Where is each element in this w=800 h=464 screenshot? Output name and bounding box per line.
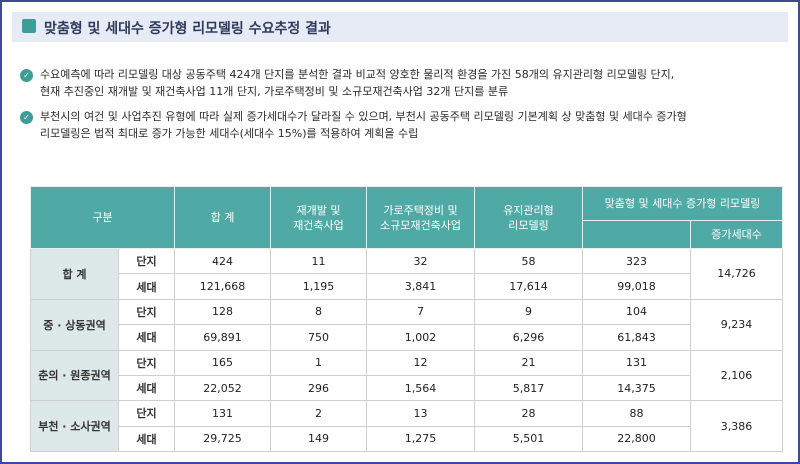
value-cell: 149: [270, 425, 367, 453]
increase-cell: 2,106: [689, 349, 784, 402]
bullet-item: ✓ 수요예측에 따라 리모델링 대상 공동주택 424개 단지를 분석한 결과 …: [20, 66, 786, 100]
value-cell: 13: [366, 400, 475, 427]
table-row: 춘의 · 원종권역 단지 165 1 12 21 131 2,106: [30, 349, 784, 402]
increase-cell: 9,234: [689, 298, 784, 351]
value-cell: 88: [582, 400, 691, 427]
value-cell: 22,800: [582, 425, 691, 453]
bullet-list: ✓ 수요예측에 따라 리모델링 대상 공동주택 424개 단지를 분석한 결과 …: [20, 66, 786, 150]
value-cell: 296: [270, 374, 367, 402]
header-custom: 맞춤형 및 세대수 증가형 리모델링: [581, 186, 784, 221]
value-cell: 424: [174, 247, 271, 275]
value-cell: 323: [582, 247, 691, 275]
value-cell: 32: [366, 247, 475, 275]
value-cell: 131: [174, 400, 271, 427]
header-redev: 재개발 및 재건축사업: [270, 186, 367, 249]
value-cell: 128: [174, 298, 271, 326]
region-cell: 춘의 · 원종권역: [30, 349, 119, 402]
region-cell: 부천 · 소사권역: [30, 400, 119, 452]
value-cell: 1,195: [270, 273, 367, 300]
type-cell: 세대: [118, 324, 175, 351]
value-cell: 1: [270, 349, 367, 376]
header-blank: [582, 220, 691, 249]
type-cell: 단지: [118, 349, 175, 376]
table-row: 부천 · 소사권역 단지 131 2 13 28 88 3,386: [30, 400, 784, 452]
page-title: 맞춤형 및 세대수 증가형 리모델링 수요추정 결과: [44, 21, 331, 37]
value-cell: 61,843: [582, 324, 691, 351]
table-row: 세대 22,052 296 1,564 5,817 14,375: [31, 374, 783, 402]
value-cell: 28: [474, 400, 583, 427]
value-cell: 1,275: [366, 425, 475, 453]
bullet-text-line: 부천시의 여건 및 사업추진 유형에 따라 실제 증가세대수가 달라질 수 있으…: [40, 110, 687, 123]
value-cell: 21: [474, 349, 583, 376]
table-row: 세대 69,891 750 1,002 6,296 61,843: [31, 324, 783, 351]
table-row: 합 계 단지 424 11 32 58 323 14,726: [30, 247, 784, 300]
value-cell: 14,375: [582, 374, 691, 402]
value-cell: 12: [366, 349, 475, 376]
type-cell: 세대: [118, 425, 175, 453]
increase-cell: 14,726: [689, 248, 784, 300]
title-bar: 맞춤형 및 세대수 증가형 리모델링 수요추정 결과: [12, 12, 788, 42]
value-cell: 1,564: [366, 374, 475, 402]
type-cell: 단지: [118, 298, 175, 326]
bullet-text-line: 현재 추진중인 재개발 및 재건축사업 11개 단지, 가로주택정비 및 소규모…: [40, 85, 509, 98]
table-row: 중 · 상동권역 단지 128 8 7 9 104 9,234: [30, 298, 784, 351]
value-cell: 58: [474, 247, 583, 275]
header-total: 합 계: [174, 186, 271, 249]
table-row: 세대 121,668 1,195 3,841 17,614 99,018: [31, 273, 783, 300]
value-cell: 1,002: [366, 324, 475, 351]
value-cell: 165: [174, 349, 271, 376]
region-cell: 합 계: [30, 248, 119, 300]
type-cell: 단지: [118, 400, 175, 427]
value-cell: 131: [582, 349, 691, 376]
value-cell: 7: [366, 298, 475, 326]
bullet-text-line: 수요예측에 따라 리모델링 대상 공동주택 424개 단지를 분석한 결과 비교…: [40, 68, 675, 81]
value-cell: 104: [582, 298, 691, 326]
value-cell: 750: [270, 324, 367, 351]
check-circle-icon: ✓: [20, 111, 33, 124]
value-cell: 69,891: [174, 324, 271, 351]
demand-table: 구분 합 계 재개발 및 재건축사업 가로주택정비 및 소규모재건축사업 유지관…: [30, 186, 784, 453]
check-circle-icon: ✓: [20, 69, 33, 82]
value-cell: 17,614: [474, 273, 583, 300]
table-row: 세대 29,725 149 1,275 5,501 22,800: [31, 425, 783, 453]
type-cell: 세대: [118, 374, 175, 402]
increase-cell: 3,386: [689, 400, 784, 452]
value-cell: 29,725: [174, 425, 271, 453]
value-cell: 99,018: [582, 273, 691, 300]
type-cell: 단지: [118, 247, 175, 275]
value-cell: 22,052: [174, 374, 271, 402]
value-cell: 2: [270, 400, 367, 427]
value-cell: 5,501: [474, 425, 583, 453]
value-cell: 3,841: [366, 273, 475, 300]
title-square-icon: [22, 19, 36, 33]
value-cell: 6,296: [474, 324, 583, 351]
value-cell: 121,668: [174, 273, 271, 300]
header-maint: 유지관리형 리모델링: [474, 186, 583, 249]
value-cell: 9: [474, 298, 583, 326]
value-cell: 8: [270, 298, 367, 326]
header-street: 가로주택정비 및 소규모재건축사업: [366, 186, 475, 249]
header-increase: 증가세대수: [689, 220, 784, 249]
type-cell: 세대: [118, 273, 175, 300]
header-gubun: 구분: [30, 186, 175, 249]
bullet-item: ✓ 부천시의 여건 및 사업추진 유형에 따라 실제 증가세대수가 달라질 수 …: [20, 108, 786, 142]
region-cell: 중 · 상동권역: [30, 298, 119, 351]
value-cell: 11: [270, 247, 367, 275]
bullet-text-line: 리모델링은 법적 최대로 증가 가능한 세대수(세대수 15%)를 적용하여 계…: [40, 127, 419, 140]
value-cell: 5,817: [474, 374, 583, 402]
